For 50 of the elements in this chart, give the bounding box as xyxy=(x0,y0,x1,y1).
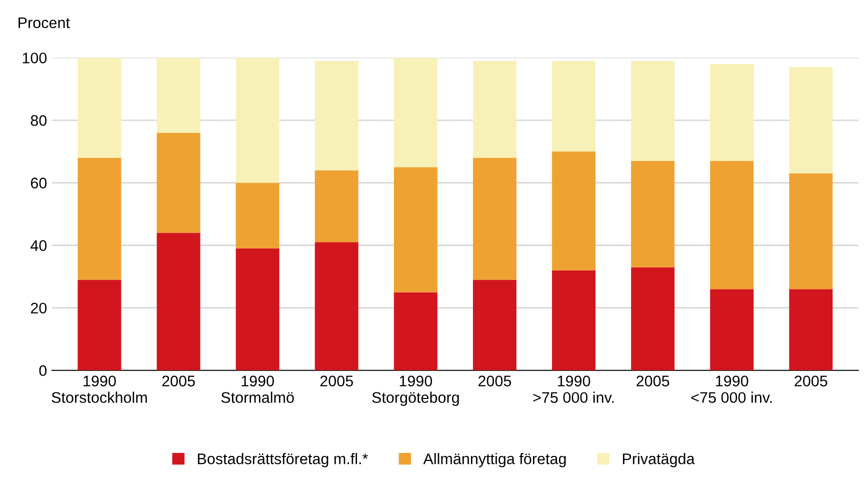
bar xyxy=(631,160,675,268)
bar xyxy=(789,289,833,370)
bar xyxy=(156,132,200,233)
y-tick-label: 60 xyxy=(30,178,47,188)
bar xyxy=(236,248,280,370)
legend-label: Allmännyttiga företag xyxy=(423,453,566,468)
bar xyxy=(472,60,516,158)
legend-label: Bostadsrättsföretag m.fl.* xyxy=(198,453,368,468)
bar xyxy=(552,270,596,370)
y-tick-label: 40 xyxy=(30,240,47,251)
bar xyxy=(710,160,754,290)
bar xyxy=(472,280,516,370)
bar xyxy=(314,60,358,170)
y-tick-label: 80 xyxy=(30,115,47,126)
y-axis-title: Procent xyxy=(18,17,70,28)
x-tick-label: 1990 <75 000 inv. xyxy=(691,376,772,403)
x-tick-label: 2005 xyxy=(478,376,512,386)
bar xyxy=(236,182,280,248)
bar xyxy=(552,60,596,152)
y-tick-label: 20 xyxy=(30,302,47,314)
bar xyxy=(236,58,280,183)
x-tick-label: 2005 xyxy=(636,376,670,386)
bar xyxy=(472,158,516,280)
bar xyxy=(631,267,675,370)
bar xyxy=(156,58,200,133)
x-tick-label: 2005 xyxy=(320,376,353,386)
bar xyxy=(631,60,675,161)
bar xyxy=(394,292,438,370)
bar xyxy=(789,173,833,290)
x-tick-label: 1990 >75 000 inv. xyxy=(533,376,614,403)
bar xyxy=(78,280,122,370)
bar xyxy=(314,242,358,370)
bar xyxy=(314,170,358,242)
x-tick-label: 2005 xyxy=(162,376,195,386)
legend-label: Privatägda xyxy=(622,453,695,468)
y-tick-label: 100 xyxy=(22,52,47,64)
bar xyxy=(78,158,122,280)
bar xyxy=(710,289,754,370)
x-tick-label: 1990 Storgöteborg xyxy=(372,376,459,406)
y-tick-label: 0 xyxy=(39,365,47,376)
bar xyxy=(394,167,438,292)
bar xyxy=(78,58,122,158)
bar xyxy=(710,64,754,161)
bar xyxy=(394,58,438,168)
bar xyxy=(156,232,200,370)
x-tick-label: 1990 Stormalmö xyxy=(221,376,294,403)
bar xyxy=(552,152,596,270)
bar xyxy=(789,67,833,174)
x-tick-label: 1990 Storstockholm xyxy=(52,376,147,403)
x-tick-label: 2005 xyxy=(794,376,828,386)
